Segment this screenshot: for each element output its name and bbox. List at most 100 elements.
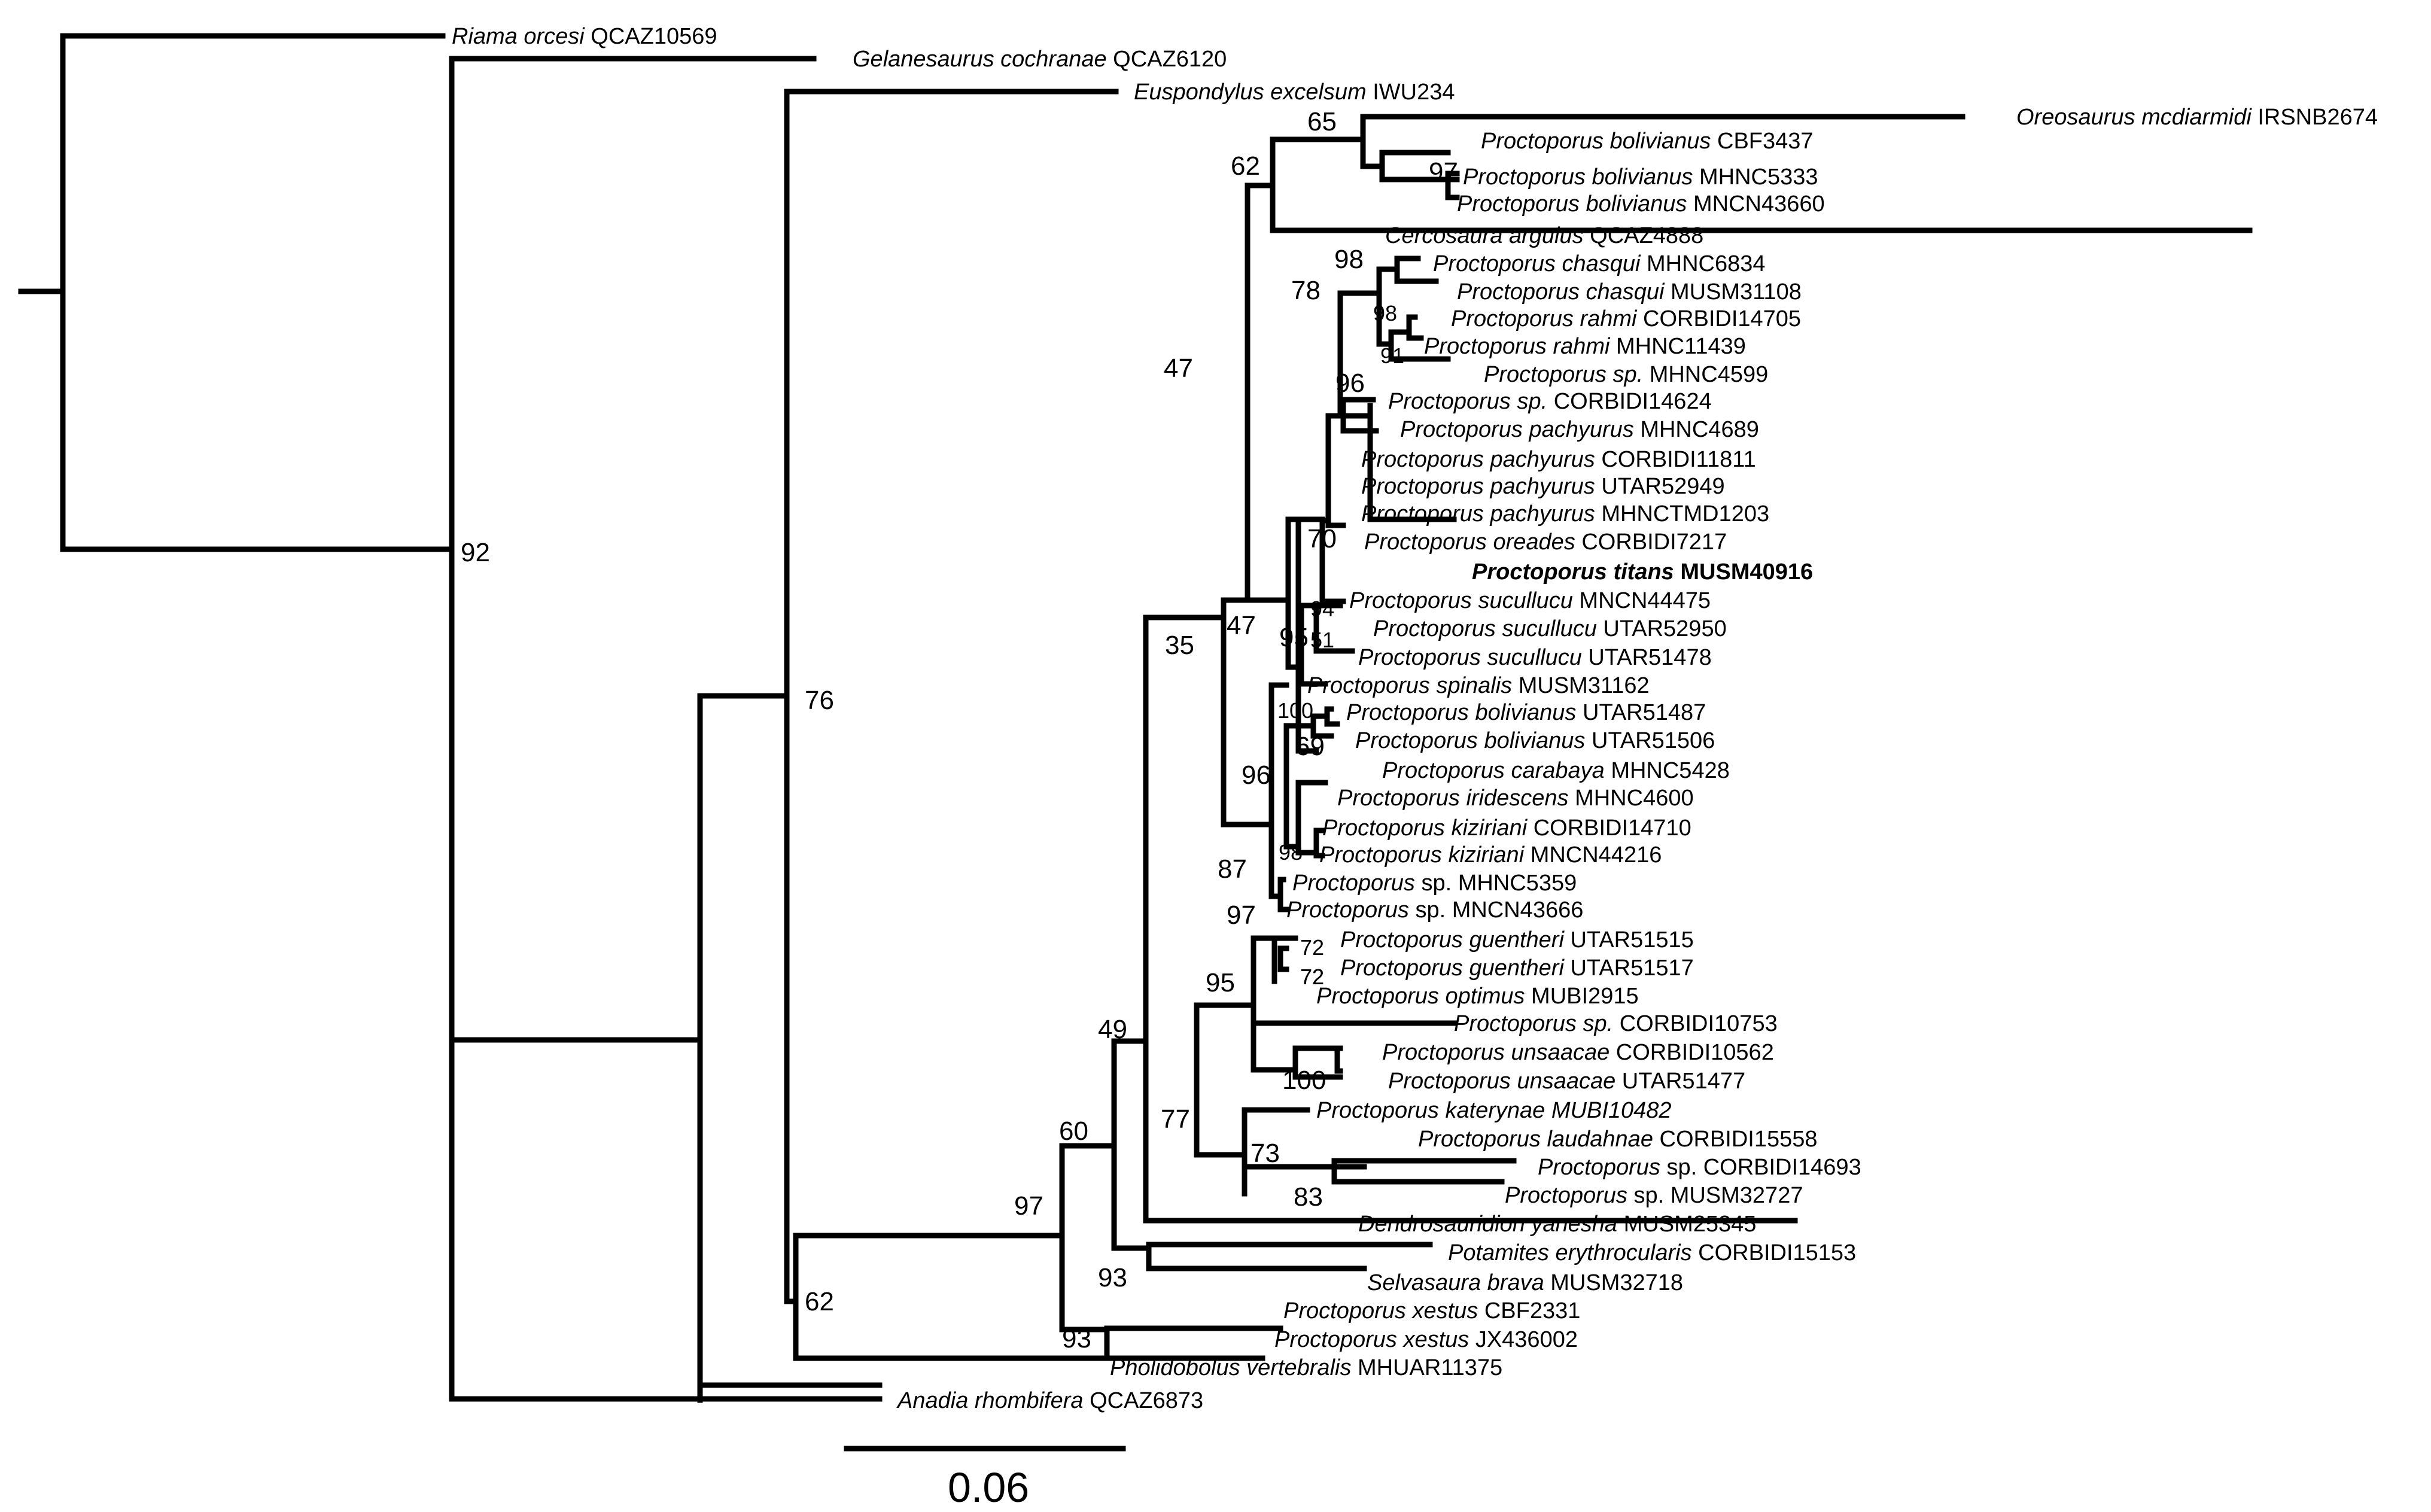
voucher-id: MHNC4600 [1569, 786, 1694, 811]
tip-label: Proctoporus sucullucu UTAR52950 [1373, 616, 1727, 641]
tip-label: Proctoporus titans MUSM40916 [1472, 559, 1813, 585]
scale-bar-label: 0.06 [948, 1464, 1029, 1511]
voucher-id: MNCN44216 [1524, 842, 1662, 868]
tip-label: Proctoporus sucullucu UTAR51478 [1358, 645, 1712, 670]
tip-label: Proctoporus guentheri UTAR51515 [1340, 927, 1694, 953]
voucher-id: CORBIDI7217 [1575, 530, 1727, 555]
taxon-name: Proctoporus carabaya [1382, 758, 1605, 783]
taxon-name: Proctoporus [1292, 871, 1415, 896]
voucher-id: UTAR51477 [1615, 1069, 1745, 1094]
taxon-name: Proctoporus [1505, 1183, 1627, 1208]
voucher-id: CBF2331 [1478, 1298, 1580, 1324]
voucher-id: MUSM32718 [1544, 1270, 1683, 1295]
node-support-value: 100 [1277, 698, 1313, 723]
tree-branches [18, 33, 2253, 1403]
voucher-id: CORBIDI15153 [1692, 1240, 1857, 1265]
taxon-name: Anadia rhombifera [896, 1388, 1084, 1413]
voucher-id: MUSM25345 [1617, 1212, 1756, 1237]
node-support-value: 96 [1242, 760, 1271, 790]
taxon-name: Proctoporus kiziriani [1322, 816, 1528, 841]
node-support-value: 87 [1218, 854, 1247, 884]
tip-label: Selvasaura brava MUSM32718 [1367, 1270, 1683, 1295]
taxon-name: Proctoporus chasqui [1457, 279, 1665, 305]
tip-label: Pholidobolus vertebralis MHUAR11375 [1110, 1355, 1502, 1380]
tip-label: Proctoporus iridescens MHNC4600 [1337, 786, 1694, 811]
voucher-id: MHNC4689 [1634, 417, 1759, 442]
voucher-id: UTAR51487 [1576, 700, 1706, 725]
voucher-id: UTAR51515 [1564, 927, 1694, 953]
taxon-name: Potamites erythrocularis [1448, 1240, 1692, 1265]
node-support-value: 47 [1164, 354, 1193, 383]
tip-label: Proctoporus bolivianus UTAR51506 [1355, 728, 1715, 753]
taxon-name: Proctoporus pachyurus [1361, 474, 1595, 499]
tip-label: Proctoporus chasqui MUSM31108 [1457, 279, 1802, 305]
taxon-name: Proctoporus optimus [1316, 984, 1525, 1009]
voucher-id: UTAR52949 [1595, 474, 1725, 499]
voucher-id: UTAR51506 [1585, 728, 1715, 753]
taxon-name: Selvasaura brava [1367, 1270, 1544, 1295]
taxon-name: Dendrosauridion yanesha [1358, 1212, 1617, 1237]
tip-label: Proctoporus chasqui MHNC6834 [1433, 251, 1766, 276]
voucher-id: MHNC6834 [1640, 251, 1765, 276]
tip-label: Proctoporus optimus MUBI2915 [1316, 984, 1639, 1009]
taxon-name: Proctoporus [1286, 898, 1409, 923]
node-support-value: 60 [1059, 1116, 1088, 1146]
voucher-id: MHNC4599 [1643, 362, 1768, 387]
node-support-value: 72 [1300, 935, 1324, 960]
voucher-id: MUSM31108 [1664, 279, 1802, 305]
voucher-id: sp. MHNC5359 [1415, 871, 1577, 896]
taxon-name: Proctoporus bolivianus [1481, 129, 1711, 154]
voucher-id: QCAZ6873 [1084, 1388, 1204, 1413]
node-support-value: 70 [1307, 524, 1337, 553]
node-support-value: 78 [1291, 276, 1321, 305]
tip-label: Oreosaurus mcdiarmidi IRSNB2674 [2016, 105, 2378, 130]
voucher-id: MNCN44475 [1573, 588, 1711, 613]
scale-bar: 0.06 [844, 1446, 1126, 1511]
tip-label: Proctoporus bolivianus MNCN43660 [1457, 191, 1825, 217]
tip-label: Proctoporus carabaya MHNC5428 [1382, 758, 1730, 783]
node-support-value: 72 [1300, 965, 1324, 989]
voucher-id: MHUAR11375 [1351, 1355, 1502, 1380]
voucher-id: CORBIDI11811 [1595, 447, 1756, 472]
tip-label: Proctoporus pachyurus MHNC4689 [1400, 417, 1759, 442]
taxon-name: Proctoporus rahmi [1451, 306, 1638, 331]
support-values: 92 76 62 97 60 49 93 93 35 47 47 62 65 97 78 98 98 91 96 70… [461, 107, 1458, 1353]
tip-label: Proctoporus sucullucu MNCN44475 [1349, 588, 1711, 613]
voucher-id: MUBI2915 [1525, 984, 1639, 1009]
tip-label: Gelanesaurus cochranae QCAZ6120 [853, 47, 1227, 72]
voucher-id: IRSNB2674 [2252, 105, 2378, 130]
voucher-id: MUSM31162 [1512, 673, 1650, 698]
taxon-name: Proctoporus pachyurus [1400, 417, 1634, 442]
taxon-name: Proctoporus laudahnae [1418, 1127, 1653, 1152]
voucher-id: IWU234 [1367, 80, 1455, 105]
voucher-id: QCAZ4888 [1584, 223, 1704, 248]
node-support-value: 49 [1098, 1015, 1127, 1044]
taxon-name: Proctoporus titans [1472, 559, 1674, 585]
taxon-name: Proctoporus pachyurus [1361, 447, 1595, 472]
tip-label: Proctoporus sp. MHNC4599 [1484, 362, 1768, 387]
tip-label: Proctoporus pachyurus UTAR52949 [1361, 474, 1725, 499]
tip-label: Riama orcesi QCAZ10569 [452, 24, 717, 49]
node-support-value: 93 [1062, 1324, 1091, 1353]
node-support-value: 83 [1294, 1182, 1323, 1212]
tip-label: Euspondylus excelsum IWU234 [1134, 80, 1455, 105]
taxon-name: Proctoporus bolivianus [1463, 165, 1693, 190]
taxon-name: Proctoporus guentheri [1340, 956, 1565, 981]
tip-label: Cercosaura argulus QCAZ4888 [1385, 223, 1703, 248]
tip-label: Proctoporus sp. MHNC5359 [1292, 871, 1577, 896]
taxon-name: Proctoporus bolivianus [1355, 728, 1585, 753]
taxon-name: Proctoporus kiziriani [1319, 842, 1525, 868]
tip-label: Proctoporus sp. MNCN43666 [1286, 898, 1583, 923]
tip-label: Proctoporus bolivianus MHNC5333 [1463, 165, 1818, 190]
tip-label: Proctoporus katerynae MUBI10482 [1316, 1098, 1672, 1123]
tip-label: Proctoporus kiziriani MNCN44216 [1319, 842, 1662, 868]
node-support-value: 69 [1295, 732, 1325, 761]
tip-label: Proctoporus pachyurus MHNCTMD1203 [1361, 501, 1769, 527]
voucher-id: CORBIDI10562 [1609, 1040, 1774, 1065]
tip-label: Proctoporus rahmi CORBIDI14705 [1451, 306, 1801, 331]
taxon-name: Proctoporus chasqui [1433, 251, 1641, 276]
voucher-id: UTAR52950 [1597, 616, 1727, 641]
node-support-value: 91 [1380, 343, 1404, 368]
tip-label: Proctoporus unsaacae UTAR51477 [1388, 1069, 1745, 1094]
taxon-name: Proctoporus rahmi [1424, 334, 1611, 359]
